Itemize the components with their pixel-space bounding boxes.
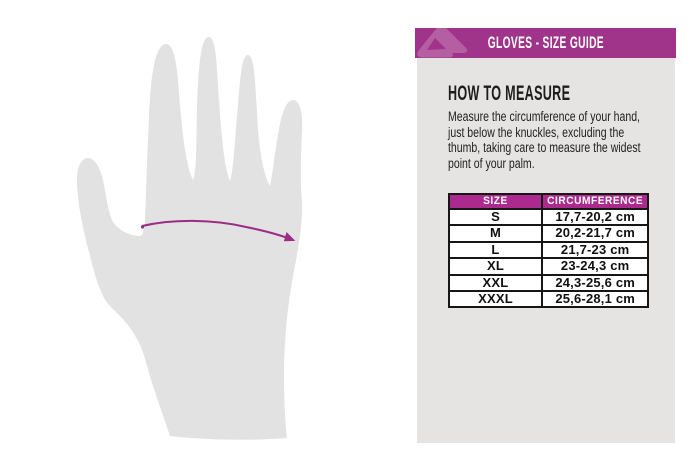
table-row: L 21,7-23 cm (448, 240, 650, 260)
circumference-cell: 25,6-28,1 cm (540, 290, 650, 309)
size-cell: XXL (448, 273, 543, 293)
instruction-line: just below the knuckles, excluding the (448, 124, 625, 140)
hand-illustration (77, 36, 303, 440)
circumference-cell: 24,3-25,6 cm (540, 273, 650, 293)
table-row: S 17,7-20,2 cm (448, 207, 650, 227)
instruction-line: point of your palm. (448, 156, 535, 172)
circumference-cell: 17,7-20,2 cm (540, 207, 650, 227)
size-cell: L (448, 240, 543, 260)
table-row: M 20,2-21,7 cm (448, 224, 650, 243)
size-table: SIZE CIRCUMFERENCE S 17,7-20,2 cm M 20,2… (448, 193, 650, 309)
hand-silhouette (77, 36, 303, 440)
size-cell: XXXL (448, 290, 543, 309)
banner-title: GLOVES - SIZE GUIDE (487, 33, 604, 52)
section-heading: HOW TO MEASURE (448, 82, 571, 105)
instruction-line: Measure the circumference of your hand, (448, 109, 640, 124)
measure-arrow-icon (141, 219, 296, 242)
circumference-cell: 20,2-21,7 cm (540, 224, 650, 243)
table-row: XXL 24,3-25,6 cm (448, 273, 650, 293)
size-cell: M (448, 224, 543, 243)
table-row: XL 23-24,3 cm (448, 257, 650, 276)
col-header-circumference: CIRCUMFERENCE (540, 193, 650, 210)
header-banner: GLOVES - SIZE GUIDE (415, 25, 676, 58)
instruction-line: thumb, taking care to measure the widest (448, 140, 641, 156)
size-cell: S (448, 207, 543, 227)
brand-logo-icon (417, 25, 468, 58)
table-header-row: SIZE CIRCUMFERENCE (448, 193, 650, 210)
info-panel: HOW TO MEASURE Measure the circumference… (417, 58, 675, 443)
section-heading-wrap: HOW TO MEASURE (448, 83, 652, 104)
measure-instructions: Measure the circumference of your hand, … (448, 109, 641, 172)
circumference-cell: 23-24,3 cm (540, 257, 650, 276)
size-cell: XL (448, 257, 543, 276)
col-header-size: SIZE (448, 193, 543, 210)
circumference-cell: 21,7-23 cm (540, 240, 650, 260)
table-row: XXXL 25,6-28,1 cm (448, 290, 650, 309)
